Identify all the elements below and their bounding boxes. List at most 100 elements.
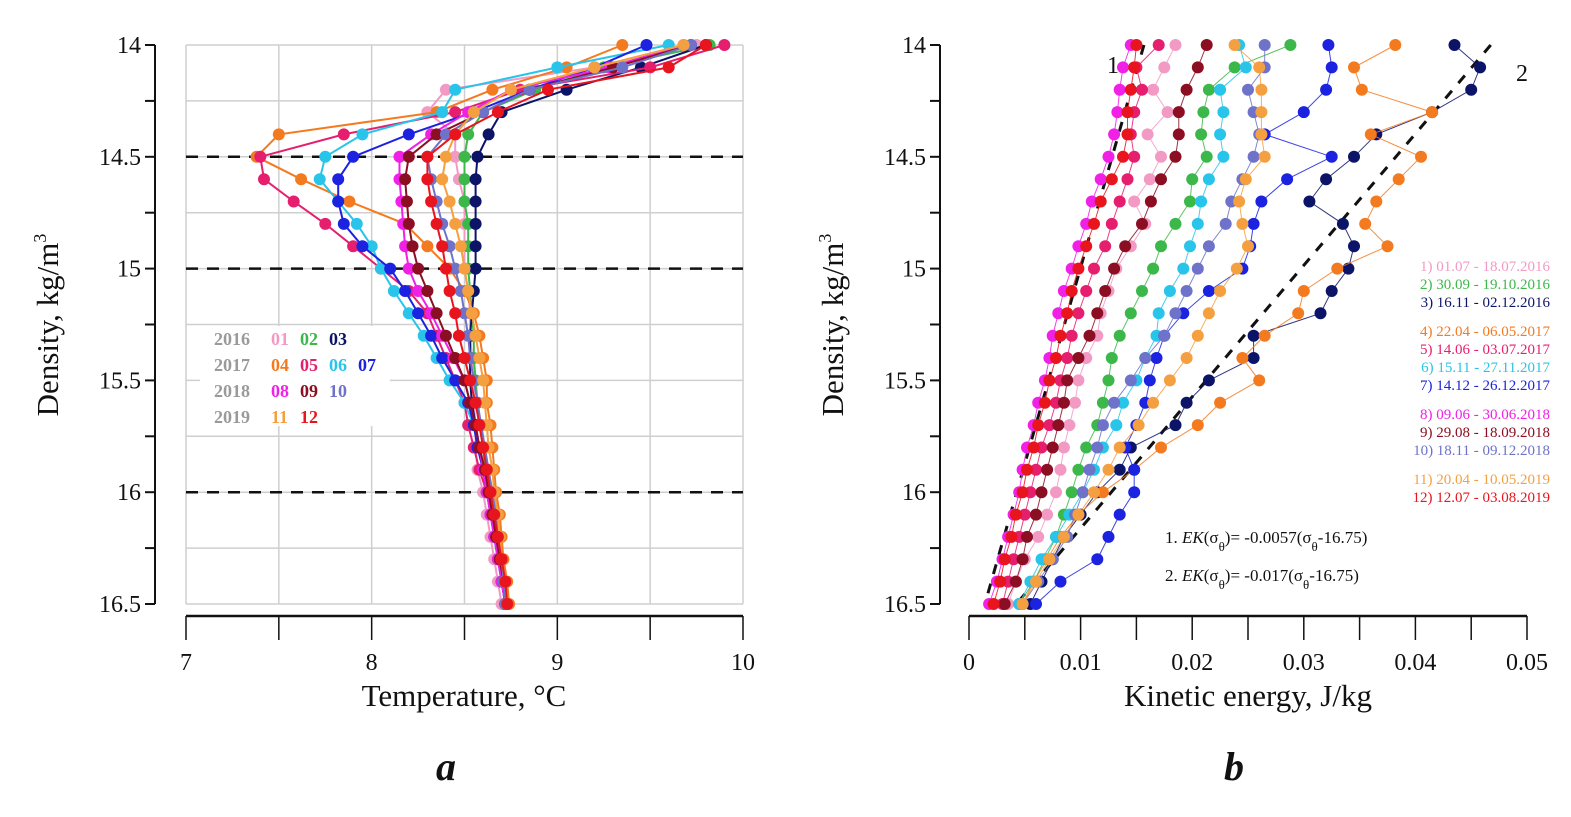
panel-b-axes: 14 14.5 15 15.5 16 16.5 0 0.01 0.02 0.03 0.04 0.05: [884, 33, 1548, 676]
data-point: [1117, 150, 1129, 163]
data-point: [425, 195, 438, 208]
x-tick-label: 0: [963, 650, 975, 676]
data-point: [1108, 262, 1121, 275]
data-point: [1143, 374, 1156, 387]
data-point: [1072, 374, 1085, 387]
y-tick-label: 14: [902, 33, 926, 59]
data-point: [356, 128, 369, 141]
data-point: [449, 217, 462, 230]
data-point: [412, 285, 425, 297]
data-point: [462, 128, 475, 141]
data-point: [313, 173, 326, 186]
data-point: [987, 598, 1000, 610]
data-point: [1200, 39, 1213, 51]
data-point: [350, 217, 363, 230]
data-point: [449, 150, 462, 163]
data-point: [1359, 217, 1372, 230]
data-point: [1169, 419, 1182, 432]
data-point: [1233, 195, 1246, 208]
data-point: [449, 374, 462, 387]
data-point: [1032, 419, 1045, 432]
panel-a-series: [250, 39, 731, 610]
data-point: [469, 173, 482, 186]
data-point: [1117, 396, 1129, 409]
equation-part: )= -0.0057(σ: [1225, 528, 1312, 547]
data-point: [1121, 128, 1134, 141]
series-12: [421, 39, 712, 610]
data-point: [1030, 598, 1042, 610]
data-point: [1169, 39, 1182, 51]
data-point: [1191, 329, 1204, 342]
data-point: [1113, 508, 1126, 521]
data-point: [1113, 83, 1126, 96]
data-point: [1172, 106, 1185, 119]
data-point: [430, 307, 443, 320]
data-point: [491, 530, 504, 543]
data-point: [1258, 39, 1271, 51]
data-point: [1236, 352, 1249, 364]
series-9: [998, 39, 1213, 610]
data-point: [1152, 307, 1165, 320]
legend-entry-04: 04: [271, 355, 289, 375]
y-tick-label: 16: [117, 480, 141, 506]
data-point: [1128, 150, 1141, 163]
data-point: [1202, 374, 1215, 387]
data-point: [1124, 374, 1137, 387]
panel-b-label: b: [1224, 744, 1244, 789]
data-point: [1247, 150, 1260, 163]
data-point: [1303, 195, 1316, 208]
data-point: [469, 329, 482, 342]
data-point: [1110, 419, 1123, 432]
x-tick-label: 10: [731, 650, 755, 676]
data-point: [1247, 352, 1260, 364]
data-point: [1191, 419, 1204, 432]
data-point: [421, 173, 434, 186]
legend-entry-09: 09: [300, 381, 318, 401]
series-1: [1002, 39, 1182, 610]
series-12: [987, 39, 1143, 610]
data-point: [477, 374, 490, 387]
fit-line-2: [1015, 44, 1492, 605]
y-tick-label: 14.5: [99, 145, 141, 171]
data-point: [1105, 352, 1118, 364]
data-point: [387, 285, 400, 297]
data-point: [332, 195, 345, 208]
panel-a-legend-background: [200, 326, 390, 426]
data-point: [1099, 240, 1112, 253]
data-point: [452, 329, 465, 342]
data-point: [1091, 307, 1104, 320]
legend-entry-10: 10) 18.11 - 09.12.2018: [1413, 443, 1550, 459]
data-point: [1136, 285, 1148, 297]
data-point: [412, 262, 425, 275]
data-point: [1186, 173, 1199, 186]
data-point: [1105, 217, 1118, 230]
data-point: [1191, 61, 1204, 74]
data-point: [1085, 195, 1098, 208]
data-point: [469, 217, 482, 230]
data-point: [1297, 106, 1310, 119]
data-point: [1325, 285, 1338, 297]
data-point: [375, 262, 387, 275]
data-point: [482, 128, 495, 141]
data-point: [1228, 39, 1241, 51]
data-point: [1052, 307, 1065, 320]
data-point: [1035, 486, 1048, 499]
data-point: [1202, 173, 1215, 186]
fit-line-2-label: 2: [1516, 61, 1528, 87]
data-point: [499, 575, 512, 588]
data-point: [616, 39, 629, 51]
y-tick-label: 16.5: [99, 592, 141, 618]
data-point: [1032, 530, 1045, 543]
legend-entry-12: 12) 12.07 - 03.08.2019: [1413, 490, 1551, 506]
data-point: [1370, 195, 1383, 208]
data-point: [1108, 128, 1121, 141]
data-point: [491, 106, 504, 119]
equation-part: 2.: [1165, 566, 1182, 585]
data-point: [1336, 217, 1349, 230]
data-point: [1088, 262, 1100, 275]
data-point: [1247, 329, 1260, 342]
data-point: [1072, 262, 1085, 275]
data-point: [1136, 217, 1148, 230]
panel-a-axes: 14 14.5 15 15.5 16 16.5 7 8 9 10: [99, 33, 755, 676]
